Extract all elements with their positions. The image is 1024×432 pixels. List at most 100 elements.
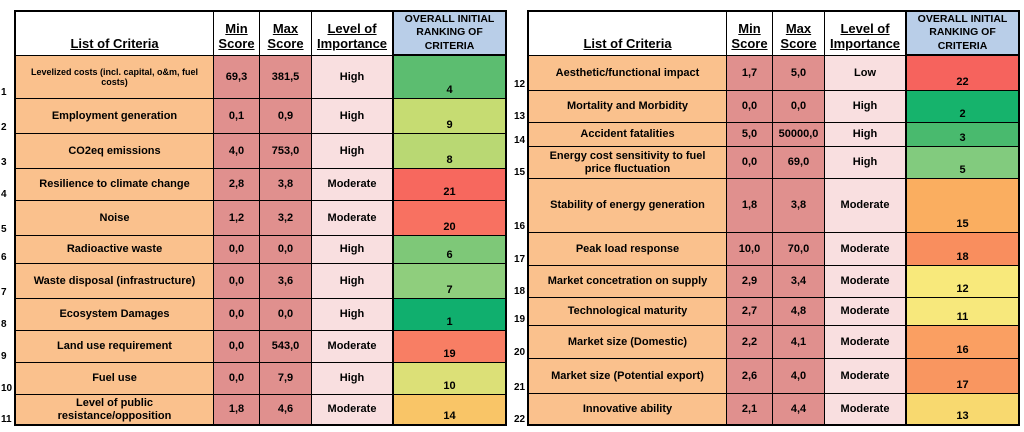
min-score-cell[interactable]: 10,0 bbox=[727, 233, 773, 266]
ranking-cell[interactable]: 6 bbox=[392, 236, 507, 264]
max-score-cell[interactable]: 3,2 bbox=[260, 201, 312, 236]
criteria-cell[interactable]: Market size (Potential export) bbox=[527, 359, 727, 394]
min-score-cell[interactable]: 2,7 bbox=[727, 298, 773, 326]
importance-cell[interactable]: Moderate bbox=[825, 394, 905, 426]
ranking-cell[interactable]: 15 bbox=[905, 179, 1020, 233]
importance-cell[interactable]: High bbox=[312, 299, 392, 331]
importance-cell[interactable]: High bbox=[312, 236, 392, 264]
max-score-cell[interactable]: 3,6 bbox=[260, 264, 312, 299]
criteria-cell[interactable]: Stability of energy generation bbox=[527, 179, 727, 233]
ranking-cell[interactable]: 19 bbox=[392, 331, 507, 363]
min-score-cell[interactable]: 1,8 bbox=[727, 179, 773, 233]
min-score-cell[interactable]: 69,3 bbox=[214, 56, 260, 99]
max-score-cell[interactable]: 3,4 bbox=[773, 266, 825, 298]
max-score-cell[interactable]: 7,9 bbox=[260, 363, 312, 395]
ranking-cell[interactable]: 20 bbox=[392, 201, 507, 236]
ranking-cell[interactable]: 11 bbox=[905, 298, 1020, 326]
criteria-cell[interactable]: Resilience to climate change bbox=[14, 169, 214, 201]
min-score-cell[interactable]: 5,0 bbox=[727, 123, 773, 147]
max-score-cell[interactable]: 4,4 bbox=[773, 394, 825, 426]
ranking-cell[interactable]: 17 bbox=[905, 359, 1020, 394]
column-header-criteria[interactable]: List of Criteria bbox=[14, 10, 214, 56]
ranking-cell[interactable]: 16 bbox=[905, 326, 1020, 359]
min-score-cell[interactable]: 0,0 bbox=[727, 147, 773, 179]
importance-cell[interactable]: Moderate bbox=[825, 298, 905, 326]
min-score-cell[interactable]: 4,0 bbox=[214, 134, 260, 169]
criteria-cell[interactable]: Fuel use bbox=[14, 363, 214, 395]
criteria-cell[interactable]: Ecosystem Damages bbox=[14, 299, 214, 331]
importance-cell[interactable]: High bbox=[312, 134, 392, 169]
max-score-cell[interactable]: 0,0 bbox=[260, 236, 312, 264]
criteria-cell[interactable]: Noise bbox=[14, 201, 214, 236]
importance-cell[interactable]: High bbox=[825, 147, 905, 179]
column-header-min-score[interactable]: Min Score bbox=[727, 10, 773, 56]
ranking-cell[interactable]: 21 bbox=[392, 169, 507, 201]
max-score-cell[interactable]: 70,0 bbox=[773, 233, 825, 266]
min-score-cell[interactable]: 2,9 bbox=[727, 266, 773, 298]
importance-cell[interactable]: Moderate bbox=[825, 233, 905, 266]
criteria-cell[interactable]: Levelized costs (incl. capital, o&m, fue… bbox=[14, 56, 214, 99]
criteria-cell[interactable]: CO2eq emissions bbox=[14, 134, 214, 169]
min-score-cell[interactable]: 0,0 bbox=[214, 264, 260, 299]
max-score-cell[interactable]: 5,0 bbox=[773, 56, 825, 91]
max-score-cell[interactable]: 50000,0 bbox=[773, 123, 825, 147]
max-score-cell[interactable]: 69,0 bbox=[773, 147, 825, 179]
criteria-cell[interactable]: Mortality and Morbidity bbox=[527, 91, 727, 123]
ranking-cell[interactable]: 18 bbox=[905, 233, 1020, 266]
column-header-max-score[interactable]: Max Score bbox=[773, 10, 825, 56]
max-score-cell[interactable]: 4,6 bbox=[260, 395, 312, 426]
column-header-max-score[interactable]: Max Score bbox=[260, 10, 312, 56]
importance-cell[interactable]: High bbox=[312, 56, 392, 99]
criteria-cell[interactable]: Land use requirement bbox=[14, 331, 214, 363]
min-score-cell[interactable]: 2,1 bbox=[727, 394, 773, 426]
importance-cell[interactable]: Moderate bbox=[312, 331, 392, 363]
ranking-cell[interactable]: 3 bbox=[905, 123, 1020, 147]
criteria-cell[interactable]: Radioactive waste bbox=[14, 236, 214, 264]
importance-cell[interactable]: High bbox=[312, 264, 392, 299]
importance-cell[interactable]: High bbox=[312, 363, 392, 395]
min-score-cell[interactable]: 2,2 bbox=[727, 326, 773, 359]
column-header-criteria[interactable]: List of Criteria bbox=[527, 10, 727, 56]
min-score-cell[interactable]: 0,0 bbox=[727, 91, 773, 123]
column-header-importance[interactable]: Level of Importance bbox=[825, 10, 905, 56]
min-score-cell[interactable]: 0,1 bbox=[214, 99, 260, 134]
criteria-cell[interactable]: Aesthetic/functional impact bbox=[527, 56, 727, 91]
min-score-cell[interactable]: 1,2 bbox=[214, 201, 260, 236]
criteria-cell[interactable]: Innovative ability bbox=[527, 394, 727, 426]
criteria-cell[interactable]: Peak load response bbox=[527, 233, 727, 266]
ranking-cell[interactable]: 5 bbox=[905, 147, 1020, 179]
min-score-cell[interactable]: 0,0 bbox=[214, 331, 260, 363]
min-score-cell[interactable]: 0,0 bbox=[214, 236, 260, 264]
criteria-cell[interactable]: Market size (Domestic) bbox=[527, 326, 727, 359]
criteria-cell[interactable]: Technological maturity bbox=[527, 298, 727, 326]
importance-cell[interactable]: Moderate bbox=[825, 179, 905, 233]
max-score-cell[interactable]: 381,5 bbox=[260, 56, 312, 99]
importance-cell[interactable]: High bbox=[825, 123, 905, 147]
importance-cell[interactable]: Moderate bbox=[825, 326, 905, 359]
max-score-cell[interactable]: 3,8 bbox=[260, 169, 312, 201]
ranking-cell[interactable]: 8 bbox=[392, 134, 507, 169]
criteria-cell[interactable]: Waste disposal (infrastructure) bbox=[14, 264, 214, 299]
importance-cell[interactable]: Moderate bbox=[312, 395, 392, 426]
column-header-importance[interactable]: Level of Importance bbox=[312, 10, 392, 56]
min-score-cell[interactable]: 0,0 bbox=[214, 299, 260, 331]
ranking-cell[interactable]: 13 bbox=[905, 394, 1020, 426]
max-score-cell[interactable]: 753,0 bbox=[260, 134, 312, 169]
min-score-cell[interactable]: 1,7 bbox=[727, 56, 773, 91]
max-score-cell[interactable]: 0,0 bbox=[260, 299, 312, 331]
max-score-cell[interactable]: 0,0 bbox=[773, 91, 825, 123]
criteria-cell[interactable]: Level of public resistance/opposition bbox=[14, 395, 214, 426]
ranking-cell[interactable]: 4 bbox=[392, 56, 507, 99]
ranking-cell[interactable]: 12 bbox=[905, 266, 1020, 298]
importance-cell[interactable]: Moderate bbox=[825, 266, 905, 298]
max-score-cell[interactable]: 4,8 bbox=[773, 298, 825, 326]
min-score-cell[interactable]: 2,8 bbox=[214, 169, 260, 201]
ranking-cell[interactable]: 2 bbox=[905, 91, 1020, 123]
max-score-cell[interactable]: 3,8 bbox=[773, 179, 825, 233]
criteria-cell[interactable]: Employment generation bbox=[14, 99, 214, 134]
criteria-cell[interactable]: Energy cost sensitivity to fuel price fl… bbox=[527, 147, 727, 179]
max-score-cell[interactable]: 543,0 bbox=[260, 331, 312, 363]
criteria-cell[interactable]: Market concetration on supply bbox=[527, 266, 727, 298]
max-score-cell[interactable]: 4,0 bbox=[773, 359, 825, 394]
ranking-cell[interactable]: 22 bbox=[905, 56, 1020, 91]
